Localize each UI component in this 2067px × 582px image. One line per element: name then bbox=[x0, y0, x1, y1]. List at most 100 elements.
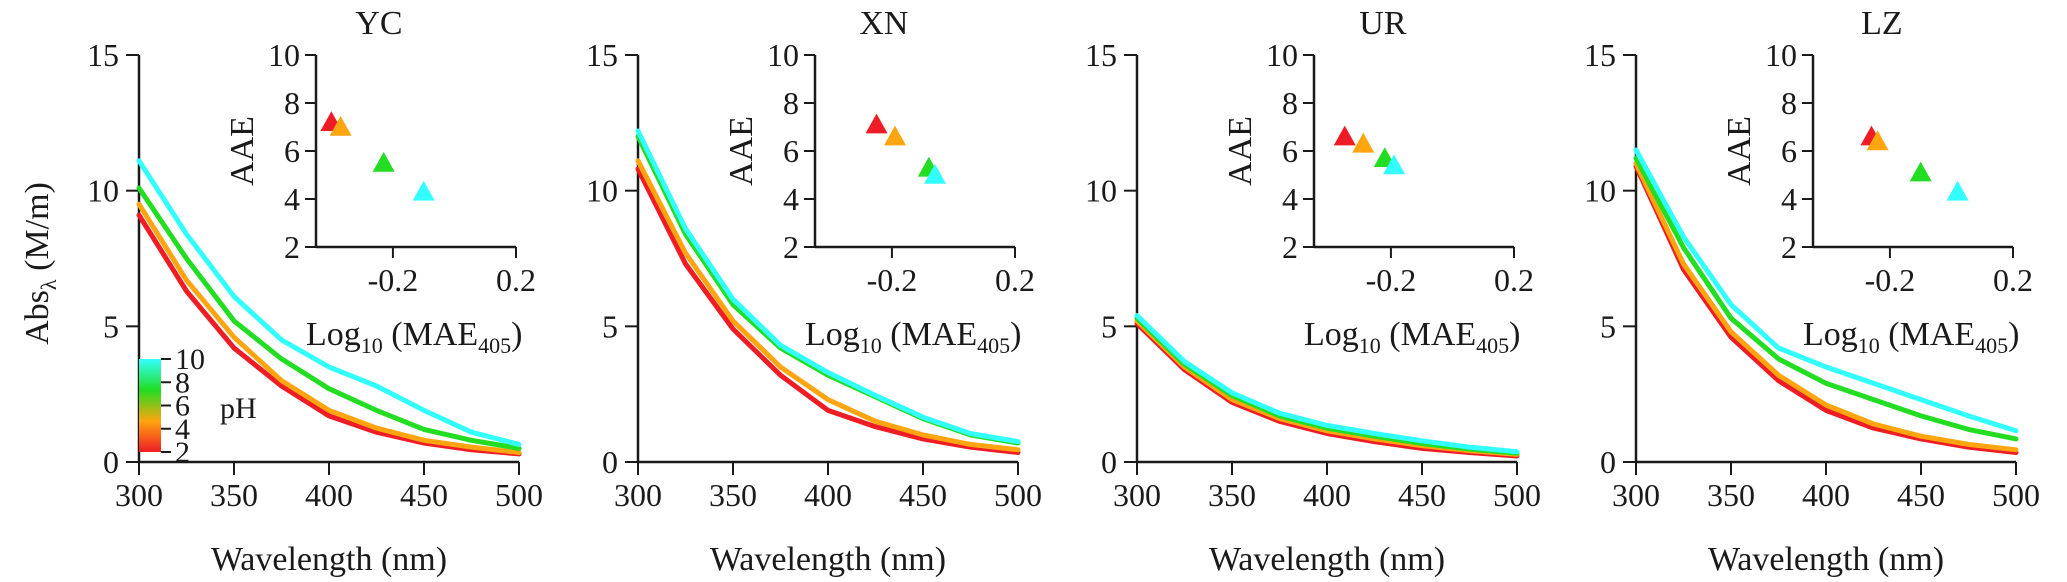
inset-y-tick-label: 10 bbox=[1765, 37, 1797, 73]
x-tick-label: 300 bbox=[1113, 477, 1161, 513]
colorbar-tick-label: 6 bbox=[175, 390, 190, 423]
colorbar-label: pH bbox=[220, 392, 257, 425]
inset-x-tick-label: -0.2 bbox=[1865, 262, 1916, 298]
x-axis-label: Wavelength (nm) bbox=[710, 541, 946, 578]
y-tick-label: 0 bbox=[1101, 444, 1117, 480]
inset-y-tick-label: 10 bbox=[767, 37, 799, 73]
inset-y-tick-label: 8 bbox=[1781, 85, 1797, 121]
x-axis-label: Wavelength (nm) bbox=[1708, 541, 1944, 578]
x-tick-label: 400 bbox=[1802, 477, 1850, 513]
x-tick-label: 450 bbox=[400, 477, 448, 513]
series-line-4 bbox=[1134, 313, 1520, 455]
series-line-2 bbox=[635, 158, 1021, 453]
x-tick-label: 350 bbox=[1707, 477, 1755, 513]
x-tick-label: 400 bbox=[1303, 477, 1351, 513]
x-tick-label: 350 bbox=[709, 477, 757, 513]
y-tick-label: 10 bbox=[1584, 173, 1616, 209]
inset-scatter: 2 4 6 8 10 -0.2 0.2 Log10 (MAE405) AAE bbox=[723, 37, 1035, 358]
inset-x-tick-label: -0.2 bbox=[1366, 262, 1417, 298]
series-line-4 bbox=[1633, 147, 2019, 434]
y-tick-label: 5 bbox=[602, 308, 618, 344]
inset-y-tick-label: 2 bbox=[783, 229, 799, 265]
x-tick-label: 300 bbox=[1612, 477, 1660, 513]
inset-y-tick-label: 8 bbox=[284, 85, 300, 121]
inset-point-1 bbox=[1333, 125, 1356, 146]
series-line-3 bbox=[1633, 155, 2019, 442]
y-axis-label: Absλ (M/m) bbox=[19, 182, 61, 345]
series-line-2 bbox=[1633, 161, 2019, 453]
inset-x-tick-label: 0.2 bbox=[995, 262, 1035, 298]
chart-panel-xn: 0 5 10 15 300 350 400 450 500 Wavelength (nm) 2 4 6 8… bbox=[586, 5, 1042, 578]
inset-y-tick-label: 6 bbox=[783, 133, 799, 169]
inset-point-1 bbox=[865, 113, 888, 134]
inset-point-2 bbox=[1866, 130, 1889, 151]
inset-point-4 bbox=[1383, 154, 1405, 175]
colorbar-tick-label: 2 bbox=[175, 436, 190, 469]
x-tick-label: 500 bbox=[994, 477, 1042, 513]
inset-y-tick-label: 6 bbox=[1781, 133, 1797, 169]
inset-y-tick-label: 8 bbox=[1282, 85, 1298, 121]
inset-point-4 bbox=[924, 164, 946, 184]
inset-x-tick-label: 0.2 bbox=[496, 262, 536, 298]
inset-y-tick-label: 4 bbox=[1781, 181, 1797, 217]
y-tick-label: 10 bbox=[87, 173, 119, 209]
chart-panel-ur: 0 5 10 15 300 350 400 450 500 Wavelength (nm) 2 4 6 8… bbox=[1085, 5, 1541, 578]
inset-scatter: 2 4 6 8 10 -0.2 0.2 Log10 (MAE405) AAE bbox=[224, 37, 536, 358]
colorbar-tick-label: 4 bbox=[175, 413, 190, 446]
colorbar-tick-label: 8 bbox=[175, 366, 190, 399]
inset-point-2 bbox=[1352, 132, 1375, 153]
inset-scatter: 2 4 6 8 10 -0.2 0.2 Log10 (MAE405) AAE bbox=[1222, 37, 1534, 358]
inset-point-2 bbox=[884, 125, 906, 146]
series-line-4 bbox=[635, 128, 1021, 445]
inset-x-axis-label: Log10 (MAE405) bbox=[805, 316, 1022, 358]
inset-point-4 bbox=[1946, 180, 1969, 201]
inset-y-axis-label: AAE bbox=[224, 116, 261, 186]
series-line-4 bbox=[136, 158, 522, 447]
inset-x-tick-label: -0.2 bbox=[867, 262, 918, 298]
inset-y-tick-label: 10 bbox=[268, 37, 300, 73]
x-tick-label: 500 bbox=[1493, 477, 1541, 513]
inset-y-tick-label: 6 bbox=[284, 133, 300, 169]
inset-y-tick-label: 8 bbox=[783, 85, 799, 121]
x-tick-label: 300 bbox=[614, 477, 662, 513]
inset-x-axis-label: Log10 (MAE405) bbox=[1304, 316, 1521, 358]
inset-y-axis-label: AAE bbox=[723, 116, 760, 186]
inset-y-tick-label: 10 bbox=[1266, 37, 1298, 73]
chart-panel-yc: 0 5 10 15 300 350 400 450 500 Wavelength (nm) Absλ… bbox=[19, 5, 543, 578]
inset-x-axis-label: Log10 (MAE405) bbox=[306, 316, 523, 358]
x-tick-label: 400 bbox=[804, 477, 852, 513]
inset-x-tick-label: -0.2 bbox=[368, 262, 419, 298]
colorbar-gradient bbox=[139, 359, 161, 452]
x-tick-label: 400 bbox=[305, 477, 353, 513]
series-line-1 bbox=[136, 212, 522, 457]
y-tick-label: 10 bbox=[1085, 173, 1117, 209]
chart-panel-lz: 0 5 10 15 300 350 400 450 500 Wavelength (nm) 2 4 6 8… bbox=[1584, 5, 2040, 578]
x-tick-label: 350 bbox=[1208, 477, 1256, 513]
x-tick-label: 500 bbox=[1992, 477, 2040, 513]
y-tick-label: 15 bbox=[1584, 37, 1616, 73]
panel-title: XN bbox=[859, 5, 908, 42]
x-tick-label: 450 bbox=[1897, 477, 1945, 513]
inset-x-tick-label: 0.2 bbox=[1494, 262, 1534, 298]
series-line-3 bbox=[136, 185, 522, 451]
y-tick-label: 10 bbox=[586, 173, 618, 209]
inset-y-tick-label: 4 bbox=[783, 181, 799, 217]
y-tick-label: 0 bbox=[602, 444, 618, 480]
inset-point-3 bbox=[372, 152, 395, 172]
inset-x-axis-label: Log10 (MAE405) bbox=[1803, 316, 2020, 358]
y-tick-label: 5 bbox=[103, 308, 119, 344]
inset-y-axis-label: AAE bbox=[1222, 116, 1259, 186]
inset-point-4 bbox=[412, 180, 435, 201]
panel-title: LZ bbox=[1861, 5, 1903, 42]
inset-y-axis-label: AAE bbox=[1721, 116, 1758, 186]
inset-y-tick-label: 6 bbox=[1282, 133, 1298, 169]
y-tick-label: 15 bbox=[586, 37, 618, 73]
series-line-2 bbox=[136, 201, 522, 455]
y-tick-label: 0 bbox=[103, 444, 119, 480]
y-tick-label: 5 bbox=[1600, 308, 1616, 344]
panel-title: UR bbox=[1359, 5, 1407, 42]
inset-y-tick-label: 2 bbox=[1282, 229, 1298, 265]
inset-y-tick-label: 2 bbox=[1781, 229, 1797, 265]
